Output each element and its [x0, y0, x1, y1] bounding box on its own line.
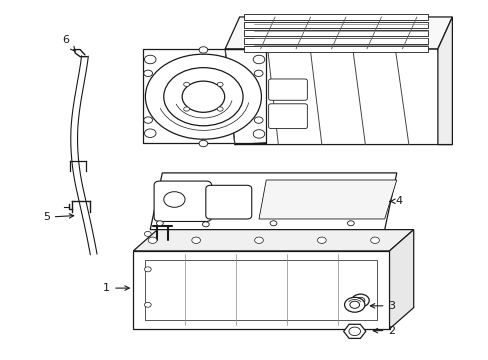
Circle shape — [269, 221, 276, 226]
Polygon shape — [343, 324, 365, 338]
Circle shape — [163, 192, 184, 207]
Circle shape — [254, 117, 263, 123]
Circle shape — [145, 54, 261, 139]
Text: 3: 3 — [369, 301, 395, 311]
Circle shape — [144, 302, 151, 307]
FancyBboxPatch shape — [205, 185, 251, 219]
Circle shape — [202, 222, 209, 227]
Polygon shape — [224, 17, 451, 49]
Circle shape — [191, 237, 200, 243]
Polygon shape — [389, 230, 413, 329]
Circle shape — [182, 81, 224, 112]
Circle shape — [217, 82, 223, 86]
Circle shape — [317, 237, 325, 243]
Circle shape — [144, 129, 156, 138]
FancyBboxPatch shape — [154, 181, 211, 221]
FancyBboxPatch shape — [244, 30, 427, 36]
Circle shape — [349, 301, 359, 308]
Text: 4: 4 — [389, 196, 402, 206]
Circle shape — [144, 55, 156, 64]
FancyBboxPatch shape — [244, 22, 427, 28]
Circle shape — [347, 221, 353, 226]
Text: 2: 2 — [372, 326, 395, 336]
Polygon shape — [224, 49, 451, 145]
Polygon shape — [437, 17, 451, 145]
FancyBboxPatch shape — [268, 104, 307, 129]
Circle shape — [143, 70, 152, 77]
Circle shape — [253, 55, 264, 64]
Text: 1: 1 — [103, 283, 129, 293]
Polygon shape — [259, 180, 396, 219]
Circle shape — [348, 327, 360, 336]
Polygon shape — [133, 230, 413, 251]
Circle shape — [254, 237, 263, 243]
Circle shape — [199, 47, 207, 53]
Polygon shape — [150, 173, 396, 230]
FancyBboxPatch shape — [244, 14, 427, 20]
Circle shape — [217, 107, 223, 111]
Circle shape — [143, 117, 152, 123]
Circle shape — [183, 82, 189, 86]
Circle shape — [351, 294, 368, 307]
FancyBboxPatch shape — [244, 38, 427, 44]
Circle shape — [144, 267, 151, 272]
Circle shape — [370, 237, 379, 243]
Circle shape — [156, 221, 163, 226]
Circle shape — [148, 237, 157, 243]
FancyBboxPatch shape — [244, 46, 427, 52]
Circle shape — [199, 140, 207, 147]
Circle shape — [163, 68, 243, 126]
FancyBboxPatch shape — [268, 79, 307, 100]
Circle shape — [253, 130, 264, 138]
Text: 5: 5 — [43, 212, 74, 222]
Circle shape — [355, 297, 364, 304]
Circle shape — [344, 297, 364, 312]
Polygon shape — [133, 251, 389, 329]
Circle shape — [254, 70, 263, 77]
Circle shape — [183, 107, 189, 111]
Text: 6: 6 — [62, 35, 75, 51]
Circle shape — [144, 231, 151, 237]
